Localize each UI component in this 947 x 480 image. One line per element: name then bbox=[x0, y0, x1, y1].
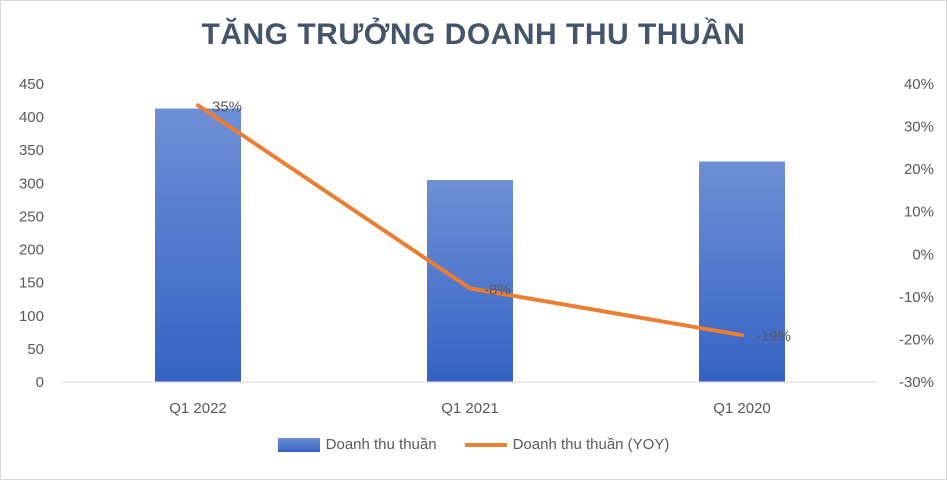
bar-0[interactable] bbox=[155, 108, 241, 382]
right-tick-label: 30% bbox=[904, 119, 934, 136]
yoy-line bbox=[196, 103, 744, 338]
chart-title: TĂNG TRƯỞNG DOANH THU THUẦN bbox=[201, 18, 746, 51]
right-tick-label: 40% bbox=[904, 76, 934, 93]
bar-series bbox=[155, 108, 785, 382]
bar-2[interactable] bbox=[699, 161, 785, 382]
yoy-data-labels: 35% -8% -19% bbox=[212, 98, 791, 345]
yoy-label-0: 35% bbox=[212, 98, 242, 115]
legend-swatch-line bbox=[464, 442, 507, 447]
yoy-label-1: -8% bbox=[484, 281, 511, 298]
legend-label-bar: Doanh thu thuần bbox=[325, 436, 437, 453]
x-tick-label: Q1 2022 bbox=[169, 400, 227, 417]
left-tick-label: 400 bbox=[19, 109, 44, 126]
yoy-label-2: -19% bbox=[756, 328, 791, 345]
x-tick-label: Q1 2021 bbox=[441, 400, 499, 417]
left-tick-label: 450 bbox=[19, 76, 44, 93]
legend-item-line[interactable]: Doanh thu thuần (YOY) bbox=[464, 436, 670, 453]
legend-swatch-bar bbox=[277, 437, 320, 452]
left-tick-label: 200 bbox=[19, 242, 44, 259]
x-tick-label: Q1 2020 bbox=[713, 400, 771, 417]
left-tick-label: 0 bbox=[36, 374, 44, 391]
left-tick-label: 50 bbox=[27, 341, 44, 358]
right-tick-label: 10% bbox=[904, 204, 934, 221]
right-tick-label: -10% bbox=[899, 289, 934, 306]
right-tick-label: 0% bbox=[912, 246, 934, 263]
legend-item-bar[interactable]: Doanh thu thuần bbox=[277, 436, 437, 453]
right-tick-label: -20% bbox=[899, 331, 934, 348]
right-axis-ticks: -30% -20% -10% 0% 10% 20% 30% 40% bbox=[899, 76, 934, 391]
left-tick-label: 100 bbox=[19, 308, 44, 325]
left-tick-label: 150 bbox=[19, 275, 44, 292]
left-axis-ticks: 0 50 100 150 200 250 300 350 400 450 bbox=[19, 76, 44, 391]
legend-label-line: Doanh thu thuần (YOY) bbox=[512, 436, 670, 453]
left-tick-label: 300 bbox=[19, 175, 44, 192]
left-tick-label: 250 bbox=[19, 208, 44, 225]
right-tick-label: -30% bbox=[899, 374, 934, 391]
bar-1[interactable] bbox=[427, 180, 513, 382]
right-tick-label: 20% bbox=[904, 161, 934, 178]
left-tick-label: 350 bbox=[19, 142, 44, 159]
x-axis-ticks: Q1 2022 Q1 2021 Q1 2020 bbox=[169, 400, 771, 417]
legend: Doanh thu thuần Doanh thu thuần (YOY) bbox=[0, 436, 947, 453]
